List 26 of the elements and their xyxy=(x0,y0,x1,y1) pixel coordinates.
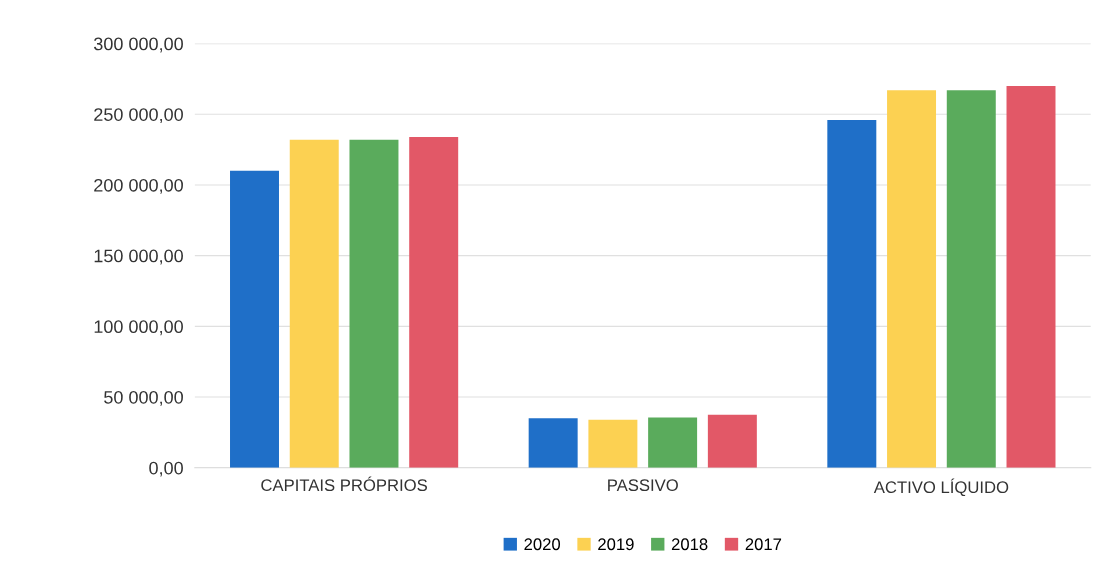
y-tick-label: 150 000,00 xyxy=(94,249,183,265)
y-tick-label: 200 000,00 xyxy=(94,178,183,194)
y-tick-label: 0,00 xyxy=(149,461,183,477)
bar xyxy=(528,418,578,468)
bar xyxy=(1006,85,1056,468)
legend-label: 2020 xyxy=(524,538,561,551)
x-tick-label: ACTIVO LÍQUIDO xyxy=(873,478,1009,497)
bar xyxy=(289,139,339,468)
y-tick-label: 300 000,00 xyxy=(94,37,183,53)
bar xyxy=(946,90,996,468)
y-tick-label: 250 000,00 xyxy=(94,108,183,124)
bar xyxy=(409,136,459,468)
bar xyxy=(230,170,279,468)
bar xyxy=(648,417,698,468)
bar xyxy=(349,139,399,468)
bar xyxy=(827,119,877,468)
legend-label: 2019 xyxy=(598,538,634,551)
legend-label: 2018 xyxy=(671,538,708,551)
y-tick-label: 50 000,00 xyxy=(104,390,183,406)
bar xyxy=(588,419,638,468)
bar xyxy=(707,414,757,468)
y-tick-label: 100 000,00 xyxy=(94,320,183,336)
x-tick-label: CAPITAIS PRÓPRIOS xyxy=(261,476,427,492)
x-tick-label: PASSIVO xyxy=(608,479,678,492)
legend-label: 2017 xyxy=(745,538,782,551)
bar xyxy=(887,90,937,468)
